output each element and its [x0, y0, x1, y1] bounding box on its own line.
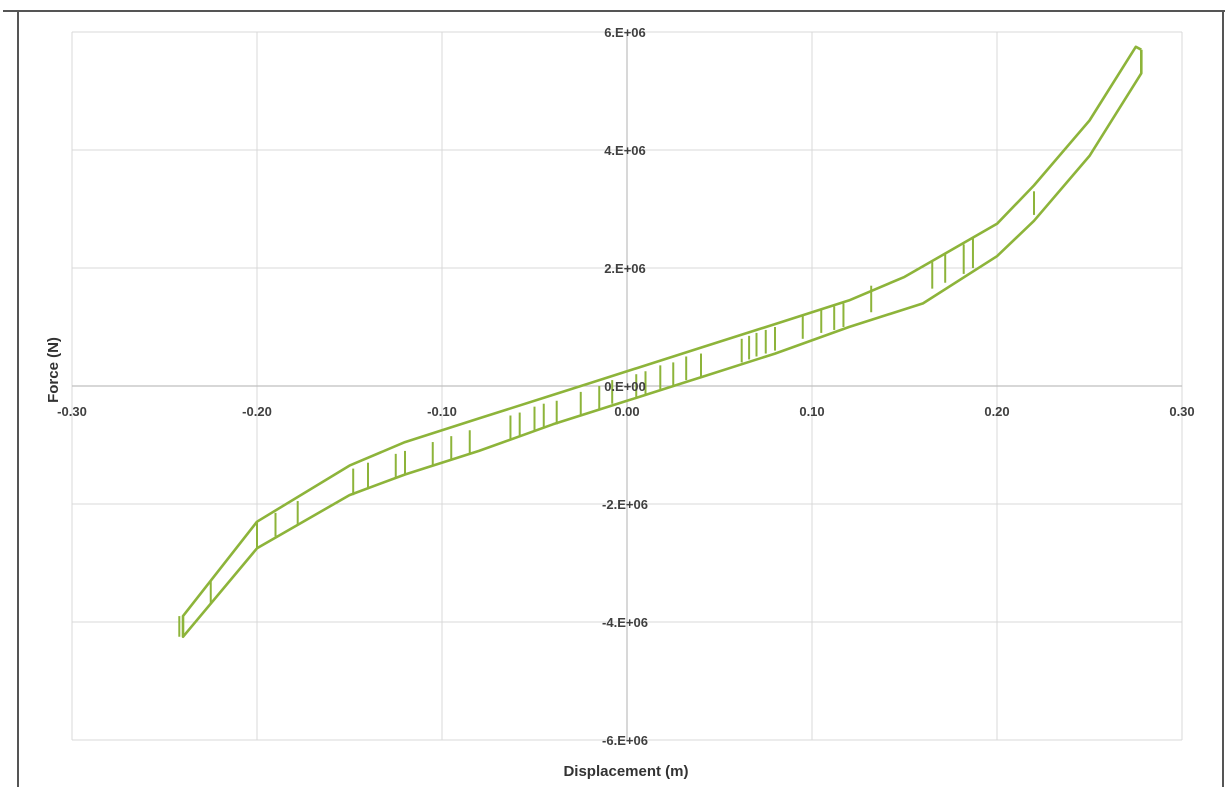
y-tick-label-4: -2.E+06	[602, 497, 648, 512]
x-tick-label-3: 0.00	[614, 404, 639, 419]
y-axis-title: Force (N)	[45, 337, 62, 403]
y-tick-label-1: 4.E+06	[604, 143, 646, 158]
y-tick-label-2: 2.E+06	[604, 261, 646, 276]
axes	[72, 32, 1182, 740]
frame-left-border	[17, 12, 19, 787]
y-tick-label-6: -6.E+06	[602, 733, 648, 748]
x-tick-label-1: -0.20	[242, 404, 272, 419]
x-tick-labels: -0.30 -0.20 -0.10 0.00 0.10 0.20 0.30	[57, 404, 1194, 419]
series-layer	[178, 45, 1143, 639]
frame-right-border	[1222, 12, 1224, 787]
x-tick-label-4: 0.10	[799, 404, 824, 419]
y-tick-label-5: -4.E+06	[602, 615, 648, 630]
x-tick-label-5: 0.20	[984, 404, 1009, 419]
x-axis-title: Displacement (m)	[563, 763, 688, 780]
y-tick-label-0: 6.E+06	[604, 25, 646, 40]
y-tick-label-3: 0.E+00	[604, 379, 646, 394]
x-tick-label-0: -0.30	[57, 404, 87, 419]
x-tick-label-6: 0.30	[1169, 404, 1194, 419]
y-tick-labels: 6.E+06 4.E+06 2.E+06 0.E+00 -2.E+06 -4.E+06 -6…	[602, 25, 648, 748]
series-line-0	[181, 45, 1143, 639]
x-tick-label-2: -0.10	[427, 404, 457, 419]
frame-top-border	[3, 10, 1225, 12]
